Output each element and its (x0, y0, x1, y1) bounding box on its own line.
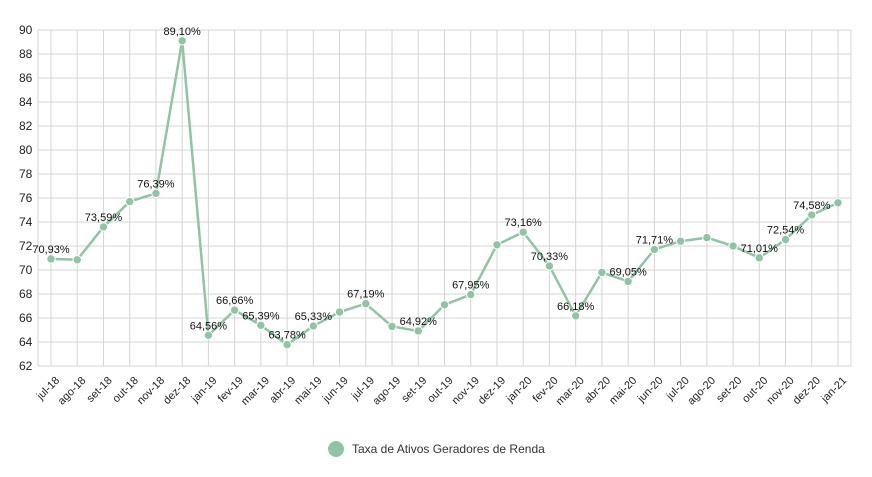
x-tick-label: mar-19 (239, 375, 272, 408)
x-tick-label: dez-19 (476, 375, 508, 407)
data-label: 89,10% (164, 26, 202, 38)
y-axis-ticks: 62 64 66 68 70 72 74 76 78 80 82 84 86 88 90 (19, 23, 33, 373)
data-label: 67,19% (347, 289, 385, 301)
x-tick-label: dez-18 (161, 375, 193, 407)
data-label: 76,39% (137, 178, 175, 190)
y-tick-label: 70 (19, 263, 33, 277)
x-tick-label: nov-19 (450, 375, 482, 407)
x-tick-label: set-18 (85, 375, 115, 405)
x-tick-label: jan-20 (504, 375, 535, 406)
y-tick-label: 66 (19, 311, 33, 325)
data-point (125, 196, 135, 207)
y-tick-label: 84 (19, 95, 33, 109)
y-tick-label: 72 (19, 239, 33, 253)
x-tick-label: jun-20 (635, 375, 666, 406)
data-point (72, 255, 82, 265)
y-tick-label: 82 (19, 119, 33, 133)
data-point (256, 320, 266, 331)
y-tick-label: 86 (19, 71, 33, 85)
x-tick-label: jan-19 (189, 375, 220, 406)
data-point (780, 234, 791, 245)
data-point (308, 321, 319, 331)
data-point (413, 326, 423, 336)
data-point (544, 261, 555, 271)
data-label: 74,58% (793, 200, 831, 212)
data-point (518, 227, 528, 237)
x-tick-label: set-20 (714, 375, 744, 405)
data-point (203, 330, 214, 340)
data-label: 69,05% (609, 266, 647, 278)
data-label: 73,59% (85, 212, 123, 224)
x-tick-label: jan-21 (818, 375, 849, 406)
x-tick-label: mai-19 (292, 375, 324, 407)
data-point (466, 289, 476, 300)
x-tick-label: ago-20 (685, 375, 718, 408)
data-point (597, 267, 607, 278)
data-label: 73,16% (505, 217, 543, 229)
data-point (334, 307, 345, 317)
y-tick-label: 62 (19, 359, 33, 373)
data-label: 66,18% (557, 301, 595, 313)
data-label: 72,54% (767, 225, 805, 237)
x-tick-label: mai-20 (607, 375, 639, 407)
data-label: 64,92% (400, 316, 438, 328)
y-tick-label: 88 (19, 47, 33, 61)
y-tick-label: 78 (19, 167, 33, 181)
data-label: 71,01% (741, 243, 779, 255)
x-axis-ticks: jul-18ago-18set-18out-18nov-18dez-18jan-… (34, 375, 849, 408)
data-point (649, 244, 660, 255)
x-tick-label: ago-19 (371, 375, 404, 408)
data-point (229, 305, 240, 315)
data-point (570, 311, 581, 321)
data-point (177, 36, 187, 46)
data-point (702, 232, 712, 243)
y-tick-label: 68 (19, 287, 33, 301)
gridlines (37, 29, 852, 367)
data-point (387, 321, 397, 332)
x-tick-label: nov-20 (764, 375, 796, 407)
data-point (46, 254, 56, 264)
data-label: 65,39% (242, 310, 280, 322)
data-point (675, 236, 686, 246)
y-tick-label: 76 (19, 191, 33, 205)
data-label: 63,78% (268, 330, 306, 342)
x-tick-label: mar-20 (554, 375, 587, 408)
legend: Taxa de Ativos Geradores de Renda (328, 441, 545, 457)
data-point (492, 240, 502, 250)
data-point (282, 339, 292, 350)
data-label: 70,93% (32, 244, 70, 256)
data-label: 66,66% (216, 295, 254, 307)
data-point (754, 253, 764, 263)
data-labels-layer: 70,93% 73,59% 76,39% 89,10% 64,56% 66,66% 65,3… (32, 26, 830, 342)
data-point (361, 299, 371, 309)
x-tick-label: dez-20 (791, 375, 823, 407)
y-tick-label: 80 (19, 143, 33, 157)
data-point (98, 222, 109, 232)
x-tick-label: set-19 (399, 375, 429, 405)
data-label: 64,56% (190, 320, 228, 332)
series-points-layer (46, 36, 843, 350)
data-point (439, 300, 450, 310)
data-point (623, 276, 633, 287)
x-tick-label: jun-19 (320, 375, 351, 406)
x-tick-label: nov-18 (135, 375, 167, 407)
data-point (728, 241, 738, 251)
y-tick-label: 90 (19, 23, 33, 37)
data-point (151, 188, 161, 199)
data-label: 71,71% (636, 234, 674, 246)
y-tick-label: 74 (19, 215, 33, 229)
data-label: 65,33% (295, 311, 333, 323)
data-point (833, 198, 843, 208)
data-point (807, 210, 817, 220)
y-tick-label: 64 (19, 335, 33, 349)
data-label: 70,33% (531, 251, 569, 263)
legend-label: Taxa de Ativos Geradores de Renda (352, 442, 545, 456)
data-label: 67,95% (452, 280, 490, 292)
x-tick-label: ago-18 (56, 375, 89, 408)
legend-swatch (328, 441, 344, 457)
